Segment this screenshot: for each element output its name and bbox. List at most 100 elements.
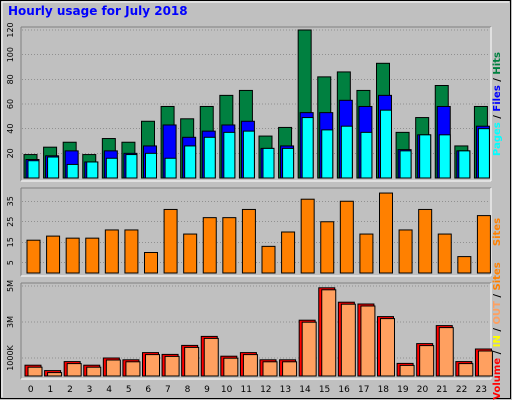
x-tick-label: 18 <box>378 385 390 395</box>
bar <box>282 147 295 179</box>
bar <box>163 208 178 274</box>
x-tick-label: 16 <box>338 385 350 395</box>
bar <box>184 145 197 179</box>
x-tick-label: 3 <box>87 385 93 395</box>
bar <box>46 235 61 274</box>
bar <box>66 163 79 179</box>
bar <box>242 130 255 179</box>
x-tick-label: 2 <box>67 385 73 395</box>
x-tick-label: 8 <box>185 385 191 395</box>
bar <box>340 303 356 377</box>
legend-entry: / <box>492 112 503 123</box>
x-tick-label: 10 <box>221 385 233 395</box>
bar <box>340 125 353 179</box>
bar <box>261 245 276 274</box>
bar <box>477 128 490 179</box>
bar <box>203 337 219 377</box>
y-tick-label: 120 <box>6 22 15 37</box>
x-tick-label: 19 <box>397 385 409 395</box>
x-tick-label: 14 <box>299 385 311 395</box>
bar <box>419 345 435 377</box>
bar <box>419 134 432 179</box>
legend-label: Volume / IN / OUT / Sites <box>492 262 503 399</box>
y-tick-label: 1000K <box>6 344 15 370</box>
bar <box>164 157 177 179</box>
x-tick-label: 7 <box>165 385 171 395</box>
bar <box>380 318 395 377</box>
bar <box>184 346 200 377</box>
legend-entry: / <box>492 290 503 301</box>
y-tick-label: 20 <box>6 148 15 158</box>
bar <box>164 355 180 377</box>
bar <box>27 160 40 179</box>
x-tick-label: 11 <box>240 385 251 395</box>
bar <box>458 150 471 179</box>
bar <box>105 157 118 179</box>
bar <box>86 366 102 377</box>
bar <box>125 154 138 179</box>
bar <box>321 129 334 179</box>
bar <box>281 231 296 274</box>
bar <box>476 215 491 274</box>
bar <box>458 363 474 377</box>
bar <box>339 200 354 274</box>
x-tick-label: 9 <box>204 385 210 395</box>
y-tick-label: 15 <box>6 237 15 247</box>
x-tick-label: 1 <box>48 385 54 395</box>
bar <box>183 233 198 274</box>
bar <box>301 117 314 179</box>
legend-entry: / <box>492 75 503 86</box>
plot-area <box>21 188 491 276</box>
bar <box>398 229 413 274</box>
bar <box>47 372 63 377</box>
bar <box>223 357 239 377</box>
x-tick-label: 17 <box>358 385 369 395</box>
bar <box>203 136 216 179</box>
x-tick-label: 4 <box>106 385 112 395</box>
bar <box>399 364 415 377</box>
legend-entry: Volume <box>492 358 503 400</box>
bar <box>399 150 412 179</box>
legend-entry: Sites <box>492 262 503 290</box>
bar <box>26 239 41 274</box>
bar <box>145 354 160 377</box>
x-tick-label: 6 <box>145 385 151 395</box>
bar <box>85 237 100 274</box>
x-tick-label: 13 <box>280 385 291 395</box>
bar <box>202 217 217 274</box>
legend-entry: IN <box>492 335 503 347</box>
bar <box>262 147 275 179</box>
legend-entry: / <box>492 325 503 336</box>
bar <box>359 233 374 274</box>
bar <box>301 321 317 377</box>
bar <box>477 350 493 377</box>
bar <box>27 366 43 377</box>
bar <box>86 161 99 179</box>
bar <box>418 208 433 274</box>
legend-entry: / <box>492 347 503 358</box>
bar <box>300 198 315 274</box>
bar <box>223 131 236 179</box>
y-tick-label: 3M <box>6 316 15 328</box>
bar <box>241 208 256 274</box>
legend-label: Sites <box>492 218 503 246</box>
bar <box>457 256 472 274</box>
panel-pages-files-hits: 20 40 60 80 100 120 Pages / Files / Hits <box>6 22 503 182</box>
x-tick-label: 23 <box>475 385 486 395</box>
x-tick-label: 20 <box>417 385 429 395</box>
x-tick-label: 21 <box>436 385 447 395</box>
bar <box>104 229 119 274</box>
legend-entry: OUT <box>492 301 503 325</box>
bar <box>105 359 121 377</box>
bar <box>242 354 258 377</box>
bar <box>47 156 60 179</box>
bar <box>321 289 337 377</box>
bar <box>437 233 452 274</box>
y-tick-label: 40 <box>6 124 15 134</box>
x-tick-label: 5 <box>126 385 132 395</box>
bar <box>438 134 451 179</box>
x-tick-label: 0 <box>28 385 34 395</box>
bar <box>360 305 376 377</box>
y-tick-label: 25 <box>6 217 15 227</box>
y-tick-label: 80 <box>6 74 15 84</box>
